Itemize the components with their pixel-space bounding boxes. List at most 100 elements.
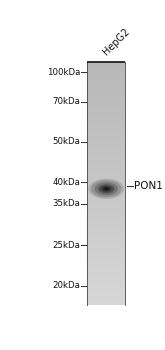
Bar [87, 264, 125, 265]
Bar [87, 229, 125, 230]
Bar [87, 249, 125, 250]
Bar [87, 172, 125, 173]
Bar [87, 299, 125, 300]
Bar [87, 237, 125, 238]
Bar [87, 199, 125, 201]
Bar [87, 239, 125, 240]
Bar [87, 180, 125, 181]
Bar [87, 167, 125, 168]
Bar [87, 162, 125, 163]
Bar [87, 285, 125, 286]
Bar [87, 126, 125, 127]
Text: 25kDa: 25kDa [52, 241, 80, 250]
Bar [87, 152, 125, 153]
Bar [87, 295, 125, 296]
Bar [87, 133, 125, 134]
Bar [87, 154, 125, 155]
Bar [87, 186, 125, 187]
Bar [87, 63, 125, 64]
Bar [87, 261, 125, 262]
Bar [87, 260, 125, 261]
Bar [87, 191, 125, 193]
Bar [87, 166, 125, 167]
Bar [87, 208, 125, 209]
Bar [87, 286, 125, 287]
Bar [87, 130, 125, 131]
Bar [87, 291, 125, 292]
Bar [87, 88, 125, 89]
Bar [87, 157, 125, 158]
Bar [87, 169, 125, 170]
Ellipse shape [104, 187, 109, 190]
Bar [87, 104, 125, 105]
Bar [87, 164, 125, 165]
Bar [87, 207, 125, 208]
Bar [87, 135, 125, 136]
Text: PON1: PON1 [133, 181, 162, 191]
Bar [87, 277, 125, 278]
Bar [87, 134, 125, 135]
Bar [87, 241, 125, 242]
Bar [87, 254, 125, 255]
Bar [87, 161, 125, 162]
Bar [87, 147, 125, 148]
Bar [87, 141, 125, 142]
Bar [87, 90, 125, 91]
Bar [87, 224, 125, 225]
Bar [87, 242, 125, 243]
Bar [87, 300, 125, 301]
Bar [87, 128, 125, 129]
Bar [87, 144, 125, 145]
Bar [87, 304, 125, 305]
Bar [87, 64, 125, 65]
Text: 40kDa: 40kDa [52, 178, 80, 187]
Bar [87, 165, 125, 166]
Bar [87, 227, 125, 228]
Bar [87, 170, 125, 172]
Ellipse shape [101, 186, 111, 192]
Bar [87, 100, 125, 101]
Bar [87, 108, 125, 109]
Text: 20kDa: 20kDa [52, 281, 80, 290]
Bar [87, 265, 125, 266]
Bar [87, 115, 125, 116]
Bar [87, 205, 125, 206]
Bar [87, 282, 125, 283]
Bar [87, 274, 125, 275]
Bar [87, 124, 125, 125]
Bar [87, 256, 125, 257]
Bar [87, 292, 125, 293]
Bar [87, 269, 125, 270]
Bar [87, 163, 125, 164]
Bar [87, 176, 125, 177]
Bar [87, 119, 125, 120]
Bar [87, 91, 125, 92]
Bar [87, 103, 125, 104]
Bar [87, 92, 125, 93]
Bar [87, 156, 125, 157]
Bar [87, 262, 125, 263]
Bar [87, 175, 125, 176]
Bar [87, 289, 125, 290]
Bar [87, 197, 125, 198]
Bar [87, 288, 125, 289]
Bar [87, 83, 125, 84]
Bar [87, 178, 125, 180]
Bar [87, 232, 125, 233]
Bar [87, 106, 125, 107]
Bar [87, 297, 125, 298]
Bar [87, 234, 125, 235]
Bar [87, 131, 125, 132]
Bar [87, 68, 125, 69]
Bar [87, 226, 125, 227]
Bar [87, 252, 125, 253]
Bar [87, 139, 125, 140]
Bar [87, 71, 125, 72]
Bar [87, 94, 125, 95]
Bar [87, 189, 125, 190]
Bar [87, 109, 125, 110]
Bar [87, 150, 125, 151]
Bar [87, 84, 125, 85]
Bar [87, 132, 125, 133]
Bar [87, 259, 125, 260]
